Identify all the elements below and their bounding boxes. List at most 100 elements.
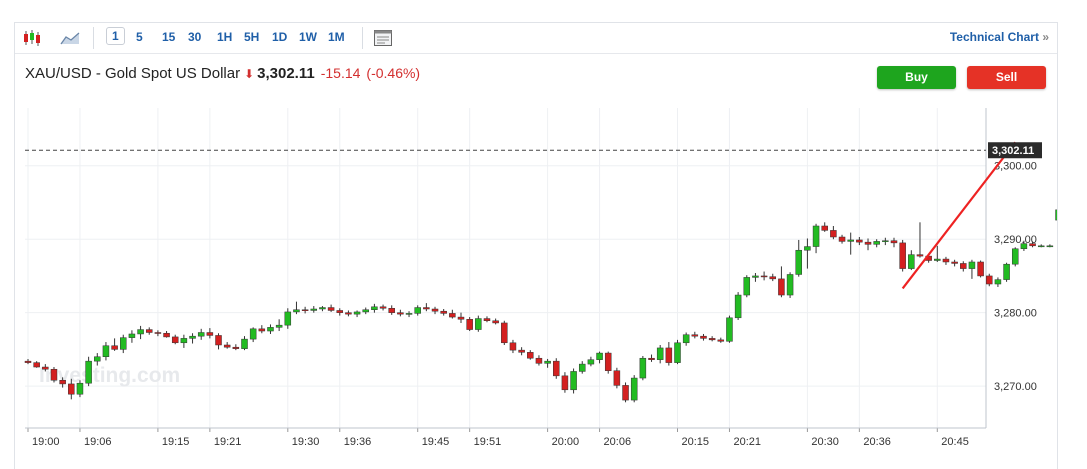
buy-button[interactable]: Buy [877, 66, 956, 89]
candle-body [518, 349, 525, 353]
x-tick-label: 19:06 [84, 436, 112, 448]
technical-chart-link[interactable]: Technical Chart » [950, 30, 1049, 44]
candle-body [821, 225, 828, 231]
interval-1m[interactable]: 1M [328, 30, 345, 44]
candle-body [301, 309, 309, 311]
candle-body [812, 225, 820, 247]
candle-body [778, 278, 785, 296]
candle-body [223, 344, 231, 348]
x-tick-label: 20:06 [604, 436, 632, 448]
toolbar-divider [93, 27, 94, 49]
x-tick-label: 20:36 [863, 436, 891, 448]
instrument-header: XAU/USD - Gold Spot US Dollar ⬇ 3,302.11 -1… [25, 65, 420, 82]
candle-body [630, 377, 638, 401]
candle-body [310, 308, 318, 311]
double-chevron-right-icon: » [1042, 30, 1049, 44]
interval-1d[interactable]: 1D [272, 30, 288, 44]
candle-body [120, 337, 127, 350]
candle-body [180, 338, 188, 344]
candle-body [327, 307, 335, 311]
candle-body [734, 294, 742, 319]
x-tick-label: 20:21 [733, 436, 761, 448]
candle-body [899, 242, 906, 269]
candle-body [708, 338, 716, 341]
x-tick-label: 19:15 [162, 436, 190, 448]
candle-body [916, 254, 924, 257]
candle-body [241, 338, 248, 349]
candle-body [882, 240, 889, 242]
down-arrow-icon: ⬇ [244, 67, 255, 81]
interval-15[interactable]: 15 [162, 30, 176, 44]
candlestick-icon[interactable] [21, 28, 43, 48]
candle-body [968, 261, 976, 269]
candle-body [760, 275, 768, 278]
candle-body [691, 334, 699, 337]
x-tick-label: 20:45 [941, 436, 969, 448]
candle-body [397, 312, 404, 315]
candle-body [59, 380, 66, 385]
candle-body [1029, 243, 1036, 247]
candle-body [171, 336, 179, 344]
candle-body [804, 246, 811, 251]
candle-body [648, 357, 655, 360]
candle-body [838, 236, 846, 242]
interval-1h[interactable]: 1H [217, 30, 233, 44]
candle-body [535, 357, 543, 364]
candle-body [578, 363, 586, 372]
candle-body [769, 276, 777, 280]
area-chart-icon[interactable] [59, 28, 81, 48]
sell-button[interactable]: Sell [967, 66, 1046, 89]
candle-body [206, 332, 214, 336]
candle-body [994, 279, 1002, 285]
x-tick-label: 19:45 [422, 436, 450, 448]
candle-body [960, 263, 967, 269]
candle-body [414, 307, 421, 314]
interval-1[interactable]: 1 [106, 27, 125, 45]
candle-body [656, 347, 664, 360]
candle-body [1003, 263, 1010, 280]
instrument-name: XAU/USD - Gold Spot US Dollar [25, 65, 241, 82]
candle-body [293, 309, 300, 313]
x-tick-label: 19:51 [474, 436, 502, 448]
candle-body [977, 261, 984, 277]
candle-body [371, 306, 378, 310]
candle-body [509, 342, 517, 351]
interval-30[interactable]: 30 [188, 30, 202, 44]
candle-body [449, 313, 456, 318]
candle-body [76, 382, 84, 395]
candle-body [258, 328, 266, 332]
interval-5[interactable]: 5 [136, 30, 143, 44]
candle-body [613, 370, 621, 386]
candle-body [275, 324, 283, 328]
candle-body [232, 346, 240, 349]
candle-body [33, 362, 40, 368]
candle-body [24, 360, 32, 363]
candle-body [665, 347, 673, 363]
candle-body [890, 240, 898, 244]
chart-toolbar: 1 5 15 30 1H 5H 1D 1W 1M Technical Chart… [15, 23, 1057, 54]
candle-body [604, 352, 612, 371]
candle-body [423, 307, 430, 310]
candle-body [137, 329, 144, 335]
candle-body [483, 318, 491, 321]
interval-1w[interactable]: 1W [299, 30, 317, 44]
candle-body [830, 230, 837, 238]
candle-body [163, 332, 170, 338]
candle-body [405, 313, 413, 315]
candle-body [319, 307, 326, 310]
candle-body [700, 335, 707, 339]
candle-body [527, 352, 534, 359]
candle-body [934, 258, 941, 261]
price-chart: 3,300.00 3,290.00 3,280.00 3,270.00 19:00 19:… [24, 108, 1057, 448]
candle-body [553, 360, 560, 377]
x-tick-label: 20:30 [811, 436, 839, 448]
last-price-label: 3,302.11 [992, 145, 1034, 157]
interval-5h[interactable]: 5H [244, 30, 260, 44]
candle-body [379, 306, 387, 309]
candle-body [795, 249, 802, 275]
candle-body [345, 312, 352, 315]
candle-body [743, 277, 751, 296]
chart-layout-icon[interactable] [372, 28, 394, 48]
y-tick-label: 3,300.00 [994, 161, 1037, 173]
y-tick-label: 3,270.00 [994, 381, 1037, 393]
